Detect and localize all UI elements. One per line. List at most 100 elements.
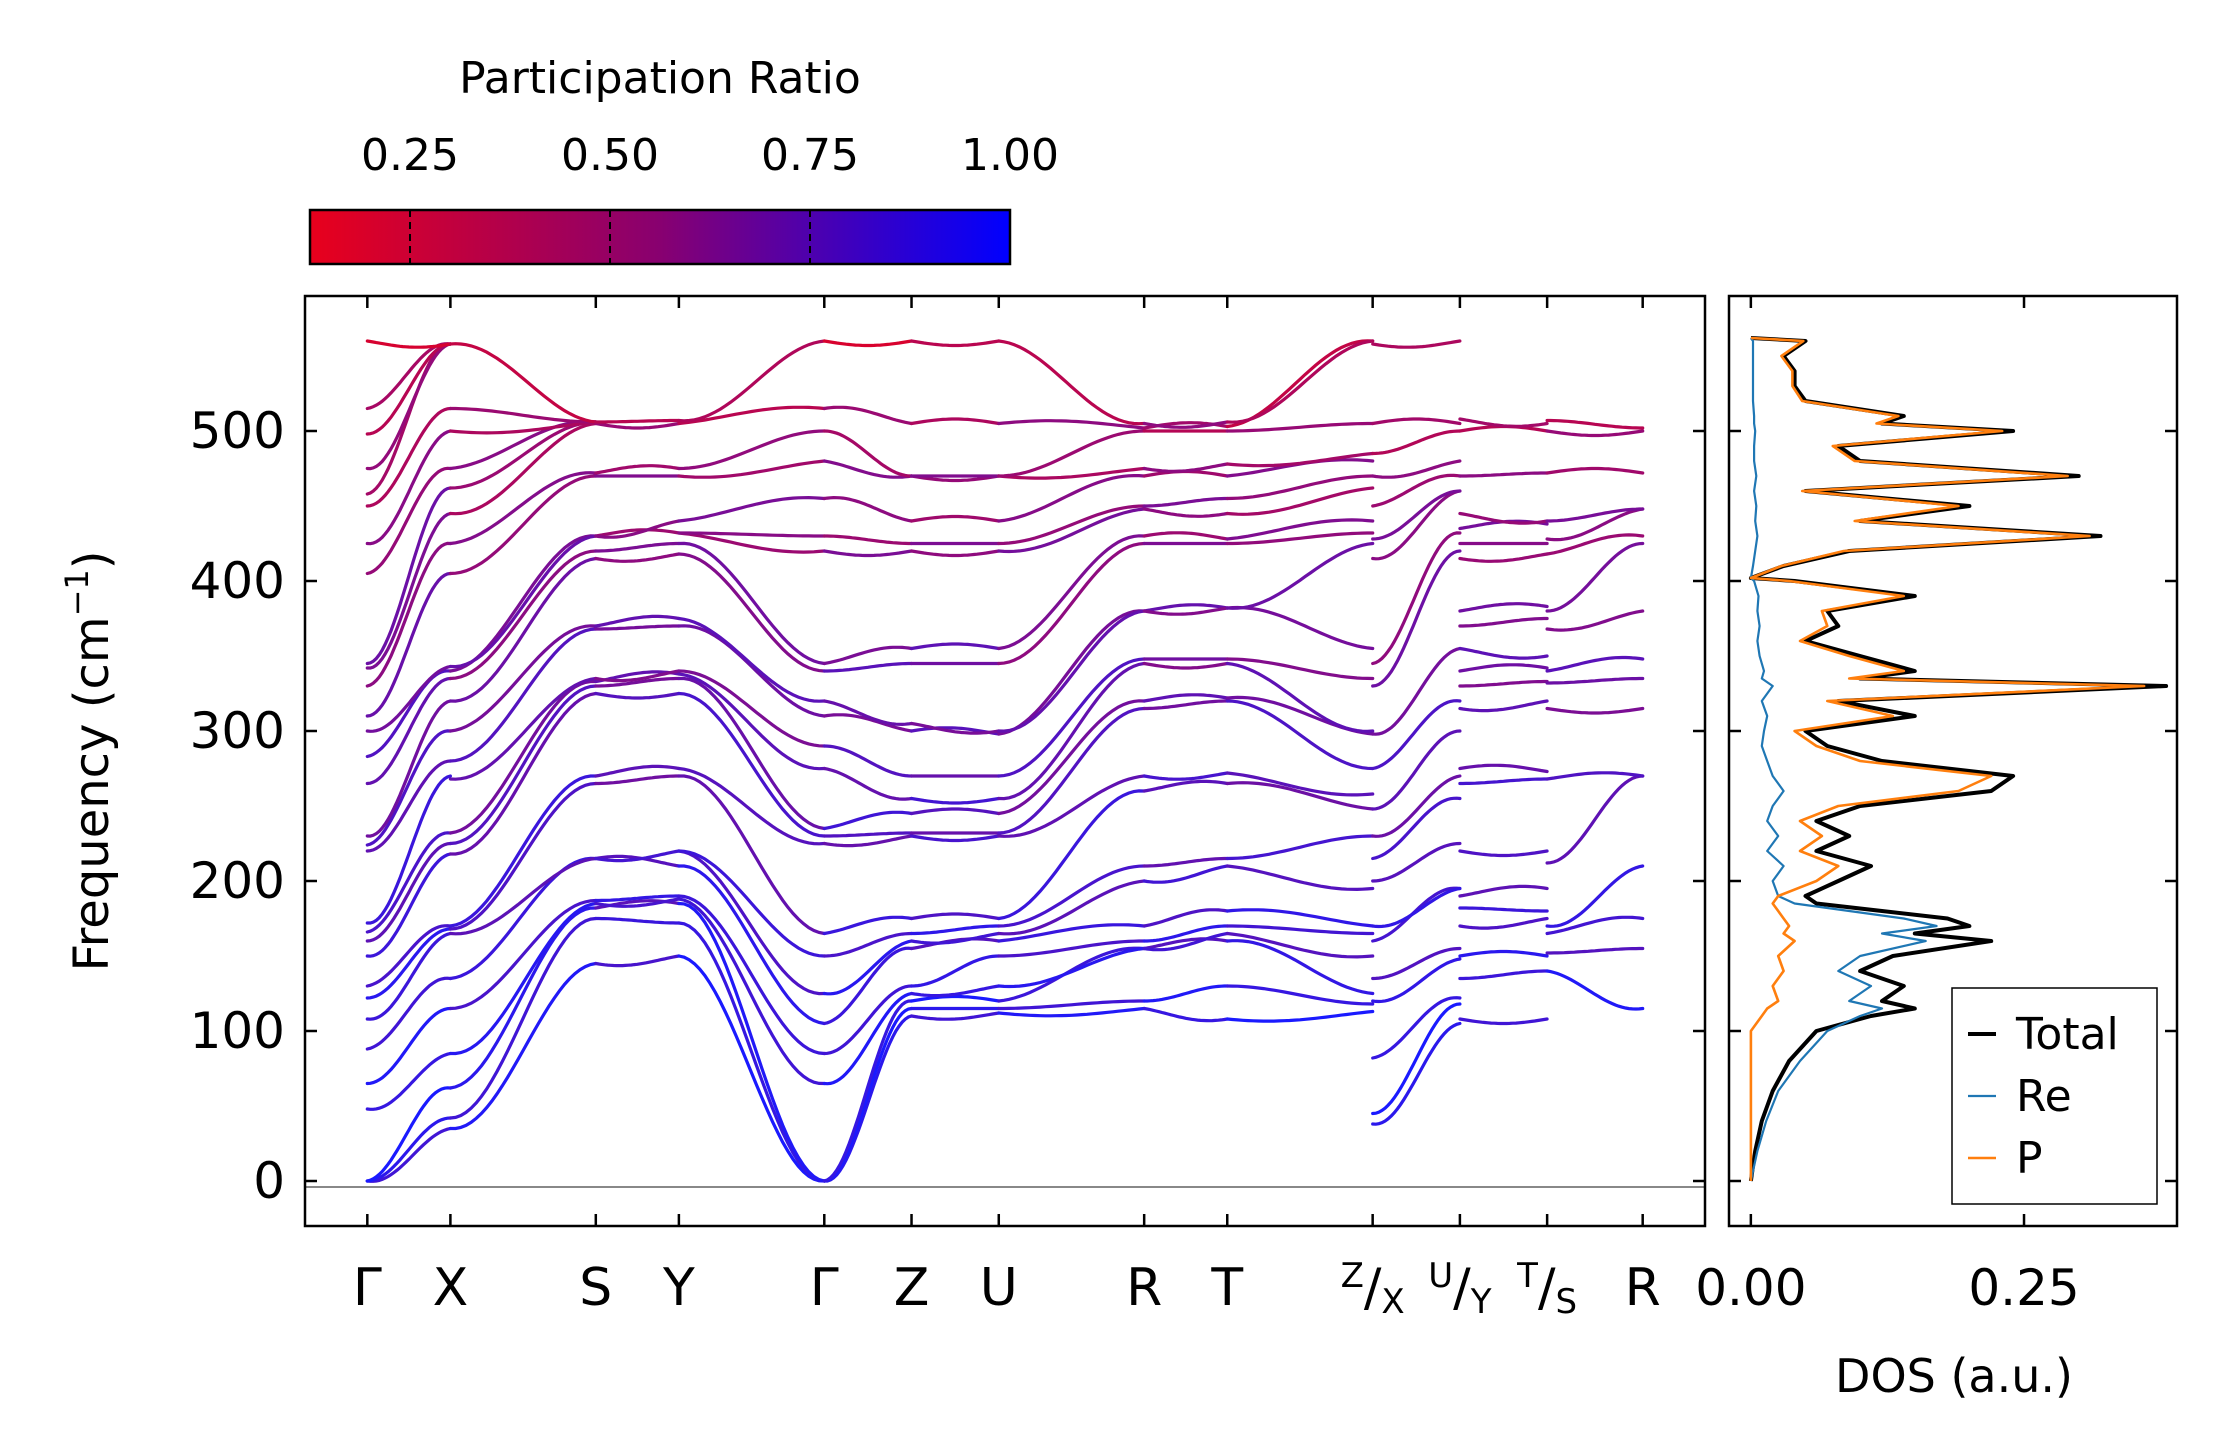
band-line — [822, 699, 914, 727]
band-line — [677, 429, 826, 471]
band-line — [909, 642, 1001, 651]
band-line — [1371, 946, 1462, 981]
band-line — [1371, 489, 1462, 541]
band-line — [909, 807, 1001, 816]
band-line — [909, 834, 1001, 843]
band-line — [365, 729, 452, 847]
band-line — [594, 552, 681, 563]
band-line — [1458, 602, 1549, 613]
band-y-axis-label: Frequency (cm−1) — [58, 550, 120, 971]
band-line — [1458, 679, 1549, 688]
band-line — [448, 679, 598, 835]
band-line — [997, 1006, 1146, 1018]
band-line — [365, 841, 452, 943]
band-line — [1545, 533, 1645, 556]
band-line — [1371, 996, 1462, 1060]
band-line — [1458, 1017, 1549, 1026]
band-line — [1142, 1006, 1229, 1023]
band-line — [677, 864, 826, 1026]
band-line — [594, 676, 681, 688]
band-line — [909, 796, 1001, 805]
band-line — [822, 713, 914, 733]
band-line — [365, 541, 452, 688]
dos-legend: Total Re P — [1951, 987, 2158, 1205]
band-line — [1371, 429, 1462, 456]
band-line — [677, 669, 826, 748]
band-line — [1142, 771, 1229, 781]
band-line — [365, 699, 452, 838]
band-line — [997, 774, 1146, 838]
band-line — [997, 466, 1146, 480]
band-line — [1545, 706, 1645, 715]
band-line — [594, 624, 681, 631]
band-line — [448, 474, 598, 576]
band-line — [822, 834, 914, 848]
band-line — [365, 466, 452, 576]
band-line — [677, 921, 826, 1183]
band-line — [997, 657, 1146, 778]
band-line — [997, 939, 1146, 958]
band-x-tick-label: Γ — [353, 1258, 382, 1318]
band-line — [1371, 459, 1462, 479]
band-line — [365, 1006, 452, 1086]
band-line — [594, 894, 681, 903]
dos-series-re — [1749, 337, 1938, 1182]
band-line — [594, 691, 681, 700]
tick-sup: U — [1428, 1256, 1453, 1296]
band-line — [677, 459, 826, 479]
band-line — [677, 766, 826, 846]
band-x-compound-tick-label: T/S — [1516, 1256, 1577, 1322]
band-line — [594, 916, 681, 925]
legend-label: P — [2016, 1133, 2043, 1184]
legend-items: Total Re P — [1968, 1009, 2119, 1184]
band-line — [822, 766, 914, 801]
band-line — [1142, 661, 1229, 670]
band-line — [365, 924, 452, 988]
band-line — [594, 774, 681, 786]
band-line — [1371, 886, 1462, 929]
band-line — [1142, 606, 1229, 616]
band-line — [1142, 779, 1229, 793]
band-line — [997, 699, 1146, 816]
band-line — [909, 1011, 1001, 1021]
band-line — [1225, 339, 1375, 424]
band-line — [365, 759, 452, 853]
band-line — [677, 405, 826, 426]
dos-x-tick-label: 0.00 — [1695, 1259, 1806, 1317]
band-line — [909, 474, 1001, 483]
band-line — [1458, 849, 1549, 858]
band-line — [1545, 507, 1645, 542]
band-line — [1545, 429, 1645, 438]
band-line — [997, 999, 1146, 1011]
band-line — [448, 627, 598, 763]
band-line — [365, 852, 452, 958]
dos-panel: 0.00 0.25 DOS (a.u.) Total Re P — [1695, 294, 2179, 1403]
band-line — [1371, 957, 1462, 1004]
band-line — [594, 897, 681, 908]
band-line — [365, 931, 452, 1021]
band-line — [1371, 646, 1462, 736]
band-line — [997, 429, 1146, 478]
band-y-tick-label: 300 — [190, 702, 285, 760]
band-line — [448, 901, 598, 1056]
band-x-compound-tick-label: U/Y — [1428, 1256, 1491, 1322]
band-line — [448, 906, 598, 1090]
colorbar: Participation Ratio 0.25 0.50 0.75 1.00 — [308, 53, 1059, 266]
band-line — [594, 528, 681, 538]
band-line — [365, 511, 452, 670]
band-x-tick-label: Z — [894, 1258, 930, 1318]
band-line — [1225, 657, 1375, 681]
band-line — [677, 616, 826, 703]
band-line — [1225, 421, 1375, 433]
band-line — [1458, 777, 1549, 786]
band-x-tick-label: X — [433, 1258, 469, 1318]
band-line — [1545, 507, 1645, 523]
band-line — [448, 781, 598, 931]
band-line — [448, 420, 598, 435]
band-line — [1371, 774, 1462, 838]
band-x-tick-label: Y — [662, 1258, 695, 1318]
band-line — [1458, 916, 1549, 930]
band-line — [677, 541, 826, 666]
band-line — [1142, 603, 1229, 613]
